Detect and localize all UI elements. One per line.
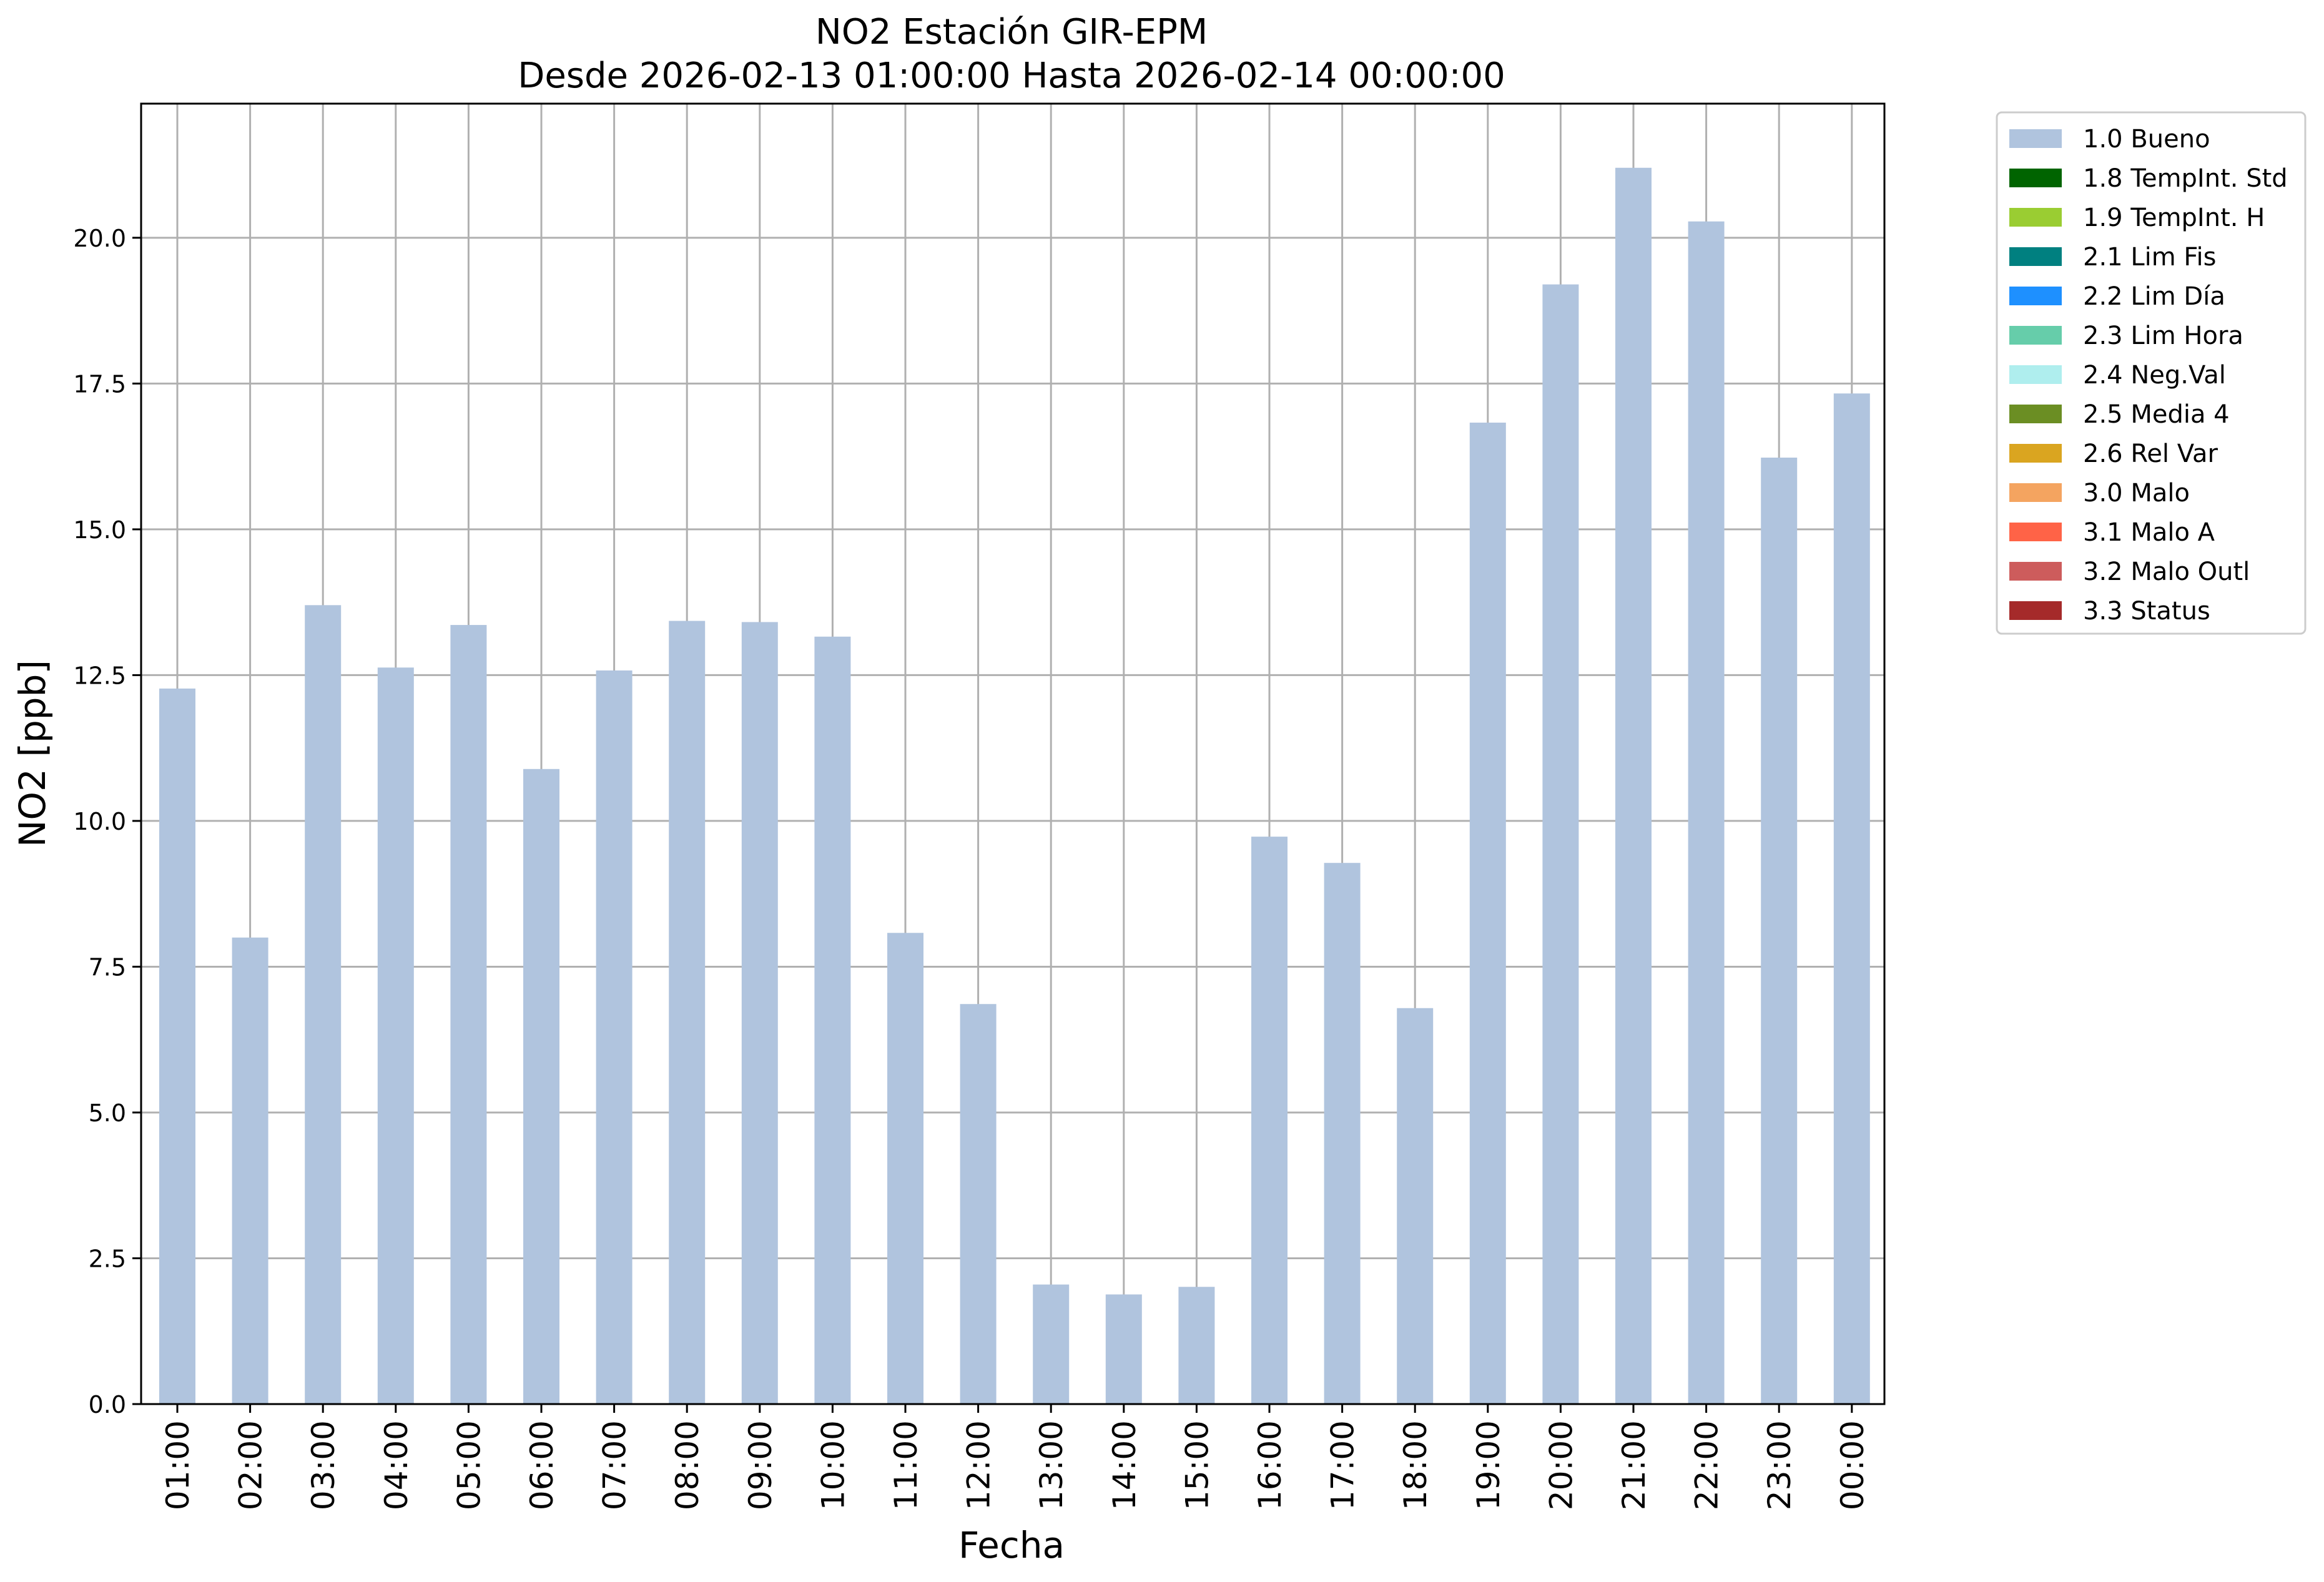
legend-swatch [2009,208,2062,227]
legend-swatch [2009,169,2062,187]
bar-0400 [377,667,414,1404]
bar-1300 [1033,1284,1070,1404]
bar-0300 [305,605,342,1405]
x-tick-label: 21:00 [1616,1420,1652,1510]
x-tick-label: 07:00 [597,1420,633,1510]
x-tick-label: 04:00 [378,1420,415,1510]
x-tick-label: 03:00 [305,1420,342,1510]
bar-2100 [1615,167,1652,1404]
bar-2200 [1688,221,1725,1404]
x-tick-label: 17:00 [1325,1420,1361,1510]
legend-swatch [2009,247,2062,266]
legend-label: 2.4 Neg.Val [2083,361,2226,390]
x-tick-label: 20:00 [1543,1420,1579,1510]
bar-1900 [1469,422,1506,1404]
legend-swatch [2009,483,2062,502]
x-tick-label: 00:00 [1834,1420,1871,1510]
x-tick-label: 13:00 [1033,1420,1070,1510]
legend: 1.0 Bueno 1.8 TempInt. Std 1.9 TempInt. H 2… [1996,111,2307,635]
legend-entries: 1.0 Bueno 1.8 TempInt. Std 1.9 TempInt. H 2… [2009,125,2288,626]
x-tick-label: 05:00 [451,1420,487,1510]
bars [159,167,1870,1405]
bar-0800 [669,621,706,1405]
legend-label: 2.1 Lim Fis [2083,243,2216,272]
y-axis-ticks: 0.0 2.5 5.0 7.5 10.0 12.5 15.0 17.5 20.0 [73,225,141,1418]
x-tick-label: 02:00 [233,1420,269,1510]
bar-1500 [1178,1287,1215,1404]
x-axis-ticks: 01:00 02:00 03:00 04:00 05:00 06:00 07:00 08:00… [160,1404,1871,1510]
x-tick-label: 11:00 [888,1420,924,1510]
legend-label: 3.0 Malo [2083,479,2190,508]
x-tick-label: 08:00 [669,1420,706,1510]
y-tick-label: 7.5 [89,953,126,981]
legend-label: 1.9 TempInt. H [2083,204,2265,232]
chart-title: NO2 Estación GIR-EPM [815,12,1208,52]
legend-label: 2.2 Lim Día [2083,282,2225,311]
x-tick-label: 06:00 [524,1420,560,1510]
bar-1800 [1397,1008,1434,1404]
x-tick-label: 10:00 [815,1420,851,1510]
legend-label: 3.1 Malo A [2083,518,2215,547]
y-tick-label: 12.5 [73,662,126,689]
x-tick-label: 01:00 [160,1420,196,1510]
legend-swatch [2009,287,2062,305]
bar-0500 [450,625,487,1405]
legend-label: 2.5 Media 4 [2083,400,2230,429]
bar-0100 [159,688,195,1404]
x-tick-label: 12:00 [961,1420,997,1510]
legend-swatch [2009,365,2062,384]
bar-0700 [596,670,633,1404]
legend-label: 1.8 TempInt. Std [2083,164,2288,193]
bar-1000 [814,636,851,1404]
y-axis-label: NO2 [ppb] [11,660,54,847]
legend-frame [1996,111,2307,635]
bar-1700 [1324,863,1361,1404]
bar-2000 [1542,284,1579,1404]
legend-swatch [2009,523,2062,541]
legend-swatch [2009,326,2062,345]
y-tick-label: 10.0 [73,808,126,835]
bar-0900 [741,622,778,1405]
chart-subtitle: Desde 2026-02-13 01:00:00 Hasta 2026-02-… [518,56,1505,96]
bar-1100 [887,933,923,1404]
legend-label: 3.3 Status [2083,597,2210,626]
legend-label: 3.2 Malo Outl [2083,558,2250,586]
x-tick-label: 19:00 [1470,1420,1507,1510]
bar-1400 [1105,1294,1142,1404]
bar-2300 [1761,457,1798,1404]
plot-area-frame [140,102,1886,1405]
y-tick-label: 15.0 [73,516,126,544]
x-tick-label: 14:00 [1106,1420,1143,1510]
legend-swatch [2009,562,2062,581]
x-tick-label: 16:00 [1252,1420,1288,1510]
legend-swatch [2009,129,2062,148]
legend-swatch [2009,601,2062,620]
x-tick-label: 23:00 [1761,1420,1798,1510]
y-tick-label: 20.0 [73,225,126,252]
x-tick-label: 22:00 [1689,1420,1725,1510]
y-tick-label: 0.0 [89,1391,126,1418]
legend-label: 2.3 Lim Hora [2083,322,2243,350]
x-tick-label: 09:00 [742,1420,779,1510]
x-tick-label: 15:00 [1179,1420,1215,1510]
y-tick-label: 5.0 [89,1099,126,1127]
bar-0200 [232,937,268,1404]
legend-label: 2.6 Rel Var [2083,440,2218,468]
legend-swatch [2009,405,2062,423]
bar-1200 [960,1004,997,1404]
y-tick-label: 17.5 [73,370,126,398]
bar-0000 [1833,393,1870,1405]
y-tick-label: 2.5 [89,1245,126,1272]
x-axis-label: Fecha [958,1524,1065,1566]
bar-0600 [523,769,559,1404]
x-tick-label: 18:00 [1397,1420,1434,1510]
legend-swatch [2009,444,2062,463]
bar-1600 [1251,837,1288,1404]
legend-label: 1.0 Bueno [2083,125,2210,154]
